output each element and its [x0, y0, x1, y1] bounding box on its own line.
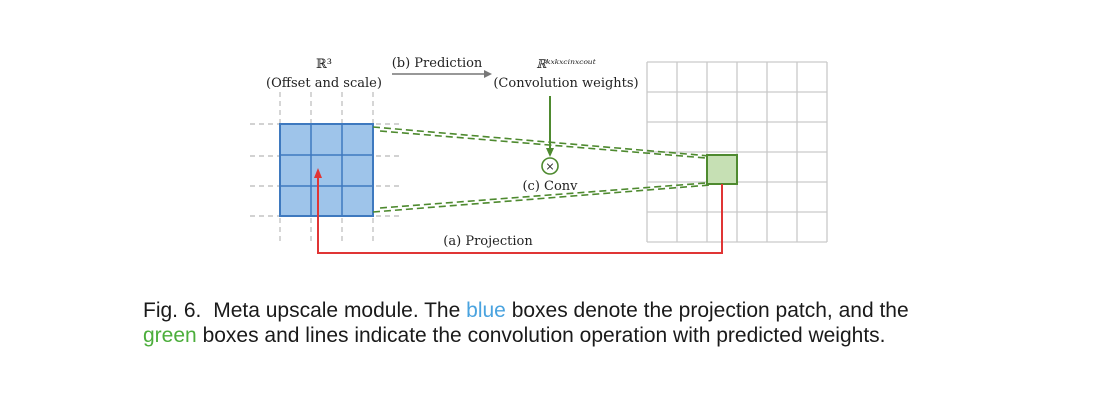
offset-space-label: ℝ³	[316, 57, 332, 72]
figure-caption: Fig. 6. Meta upscale module. The blue bo…	[143, 298, 963, 348]
prediction-label: (b) Prediction	[392, 56, 483, 71]
weight-space-label: ℝᵏˣᵏˣᶜⁱⁿˣᶜᵒᵘᵗ	[536, 57, 596, 71]
weight-desc-label: (Convolution weights)	[493, 76, 638, 91]
caption-green-word: green	[143, 324, 197, 347]
caption-blue-word: blue	[466, 299, 506, 322]
conv-dashed-lines	[372, 126, 711, 213]
multiply-symbol: ×	[545, 160, 554, 173]
projection-arrowhead	[314, 168, 322, 178]
conv-multiply-icon	[541, 157, 559, 175]
projection-arrow	[317, 176, 723, 254]
conv-label: (c) Conv	[522, 179, 578, 194]
offset-desc-label: (Offset and scale)	[266, 76, 382, 91]
weights-arrowhead	[546, 148, 554, 157]
caption-text-3: boxes and lines indicate the convolution…	[202, 324, 886, 347]
caption-figure-label: Fig. 6.	[143, 299, 202, 322]
caption-text-1: Meta upscale module. The	[213, 299, 461, 322]
output-pixel	[706, 154, 738, 185]
meta-upscale-figure: × ℝ³ (Offset and scale) (b) Prediction ℝ…	[250, 56, 828, 254]
prediction-arrowhead	[484, 70, 492, 78]
projection-label: (a) Projection	[443, 234, 533, 249]
output-grid	[646, 61, 828, 243]
projection-patch	[279, 123, 374, 217]
caption-text-2: boxes denote the projection patch, and t…	[511, 299, 909, 322]
